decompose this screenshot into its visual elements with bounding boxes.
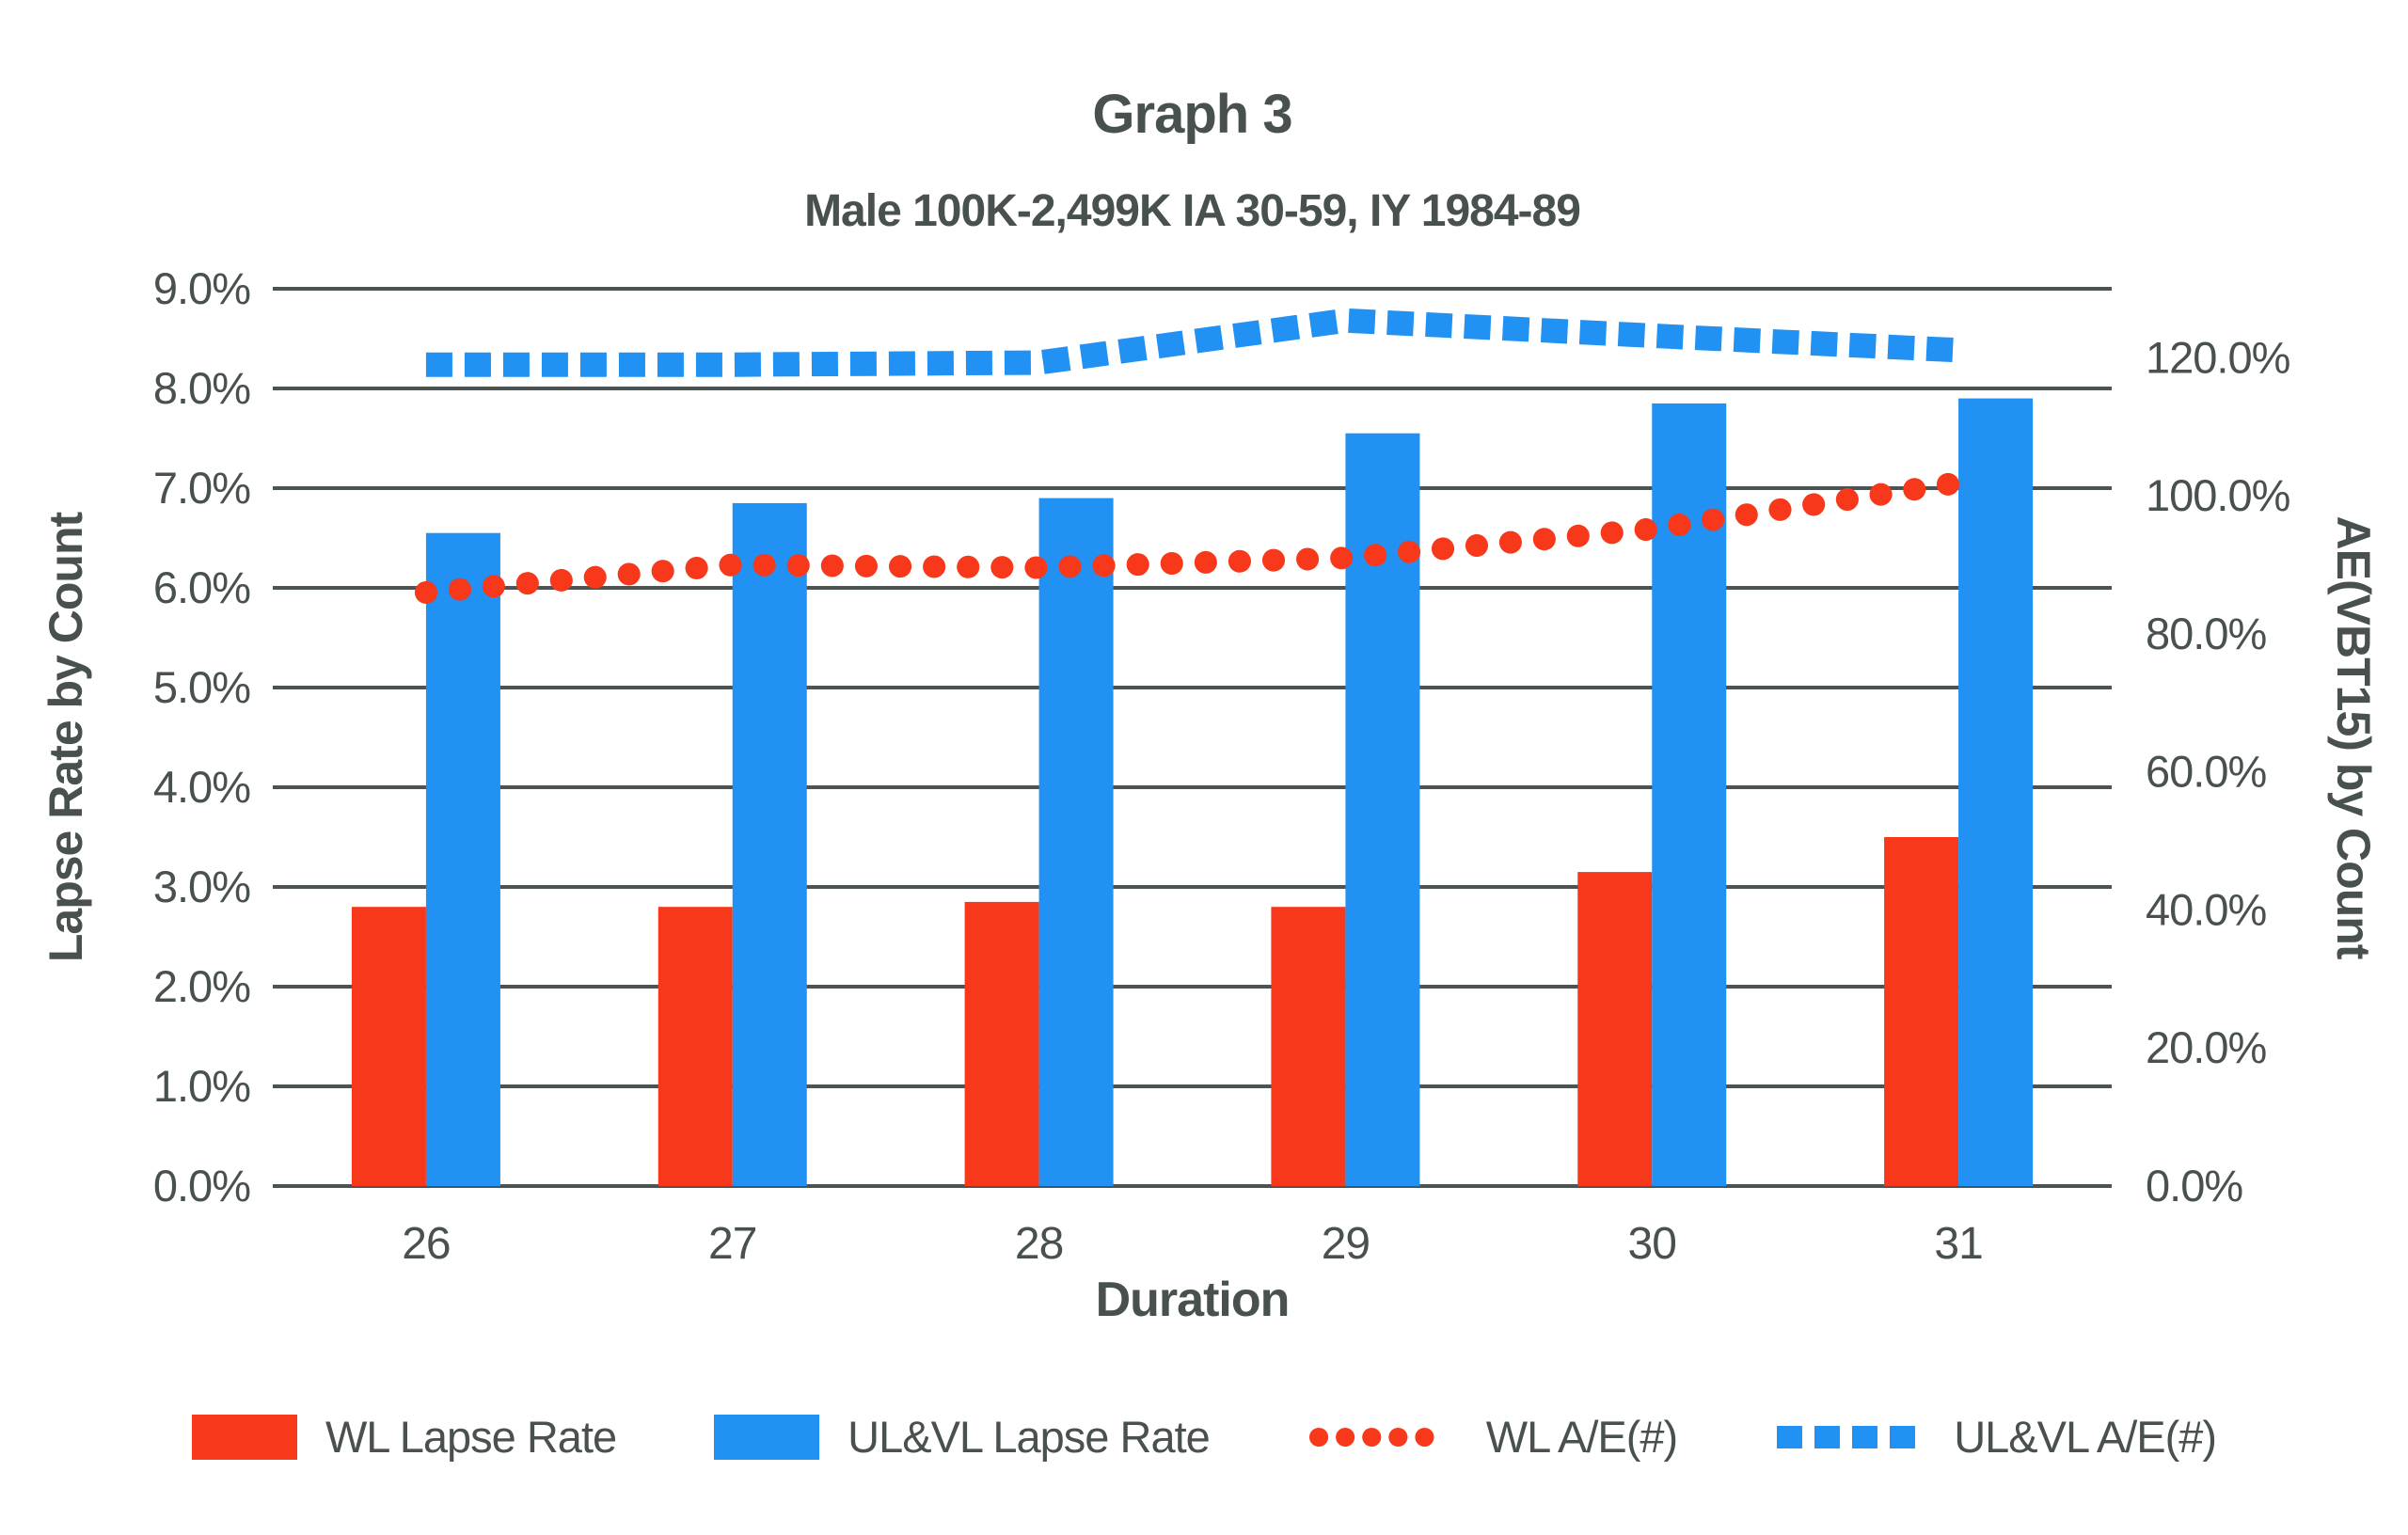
legend-label: WL Lapse Rate <box>325 1412 617 1462</box>
legend-label: WL A/E(#) <box>1485 1412 1678 1462</box>
svg-text:0.0%: 0.0% <box>2146 1161 2242 1211</box>
svg-text:26: 26 <box>402 1219 450 1269</box>
chart-header: Graph 3 Male 100K-2,499K IA 30-59, IY 19… <box>273 0 2112 237</box>
svg-text:29: 29 <box>1322 1219 1370 1269</box>
wl-bar-swatch-icon <box>191 1414 297 1460</box>
legend: WL Lapse Rate UL&VL Lapse Rate WL A/E(#)… <box>0 1411 2408 1463</box>
chart-subtitle: Male 100K-2,499K IA 30-59, IY 1984-89 <box>804 186 1581 236</box>
legend-item-wl-lapse-rate: WL Lapse Rate <box>191 1411 617 1463</box>
svg-text:2.0%: 2.0% <box>153 961 250 1011</box>
legend-item-wl-ae: WL A/E(#) <box>1307 1411 1678 1463</box>
svg-text:120.0%: 120.0% <box>2146 332 2290 382</box>
dotted-line-swatch-icon <box>1308 1427 1458 1447</box>
svg-text:80.0%: 80.0% <box>2146 609 2266 658</box>
x-axis-title: Duration <box>1095 1273 1291 1327</box>
legend-item-ulvl-lapse-rate: UL&VL Lapse Rate <box>714 1411 1211 1463</box>
legend-label: UL&VL Lapse Rate <box>848 1412 1211 1462</box>
legend-item-ulvl-ae: UL&VL A/E(#) <box>1775 1411 2217 1463</box>
legend-label: UL&VL A/E(#) <box>1954 1412 2217 1462</box>
svg-text:8.0%: 8.0% <box>153 363 250 413</box>
dashed-line-swatch-icon <box>1777 1425 1925 1448</box>
svg-text:40.0%: 40.0% <box>2146 884 2266 934</box>
svg-text:28: 28 <box>1015 1219 1063 1269</box>
chart-title: Graph 3 <box>1092 84 1292 145</box>
ulvl-bar-swatch-icon <box>714 1414 820 1460</box>
svg-text:9.0%: 9.0% <box>153 263 250 313</box>
svg-text:1.0%: 1.0% <box>153 1061 250 1111</box>
svg-text:27: 27 <box>708 1219 756 1269</box>
svg-text:7.0%: 7.0% <box>153 463 250 513</box>
svg-text:60.0%: 60.0% <box>2146 747 2266 797</box>
svg-text:0.0%: 0.0% <box>153 1161 250 1211</box>
svg-text:3.0%: 3.0% <box>153 862 250 911</box>
svg-text:100.0%: 100.0% <box>2146 470 2290 520</box>
svg-text:6.0%: 6.0% <box>153 562 250 612</box>
svg-text:5.0%: 5.0% <box>153 662 250 712</box>
svg-text:4.0%: 4.0% <box>153 762 250 812</box>
svg-text:30: 30 <box>1628 1219 1676 1269</box>
svg-text:31: 31 <box>1934 1219 1982 1269</box>
svg-text:20.0%: 20.0% <box>2146 1022 2266 1072</box>
